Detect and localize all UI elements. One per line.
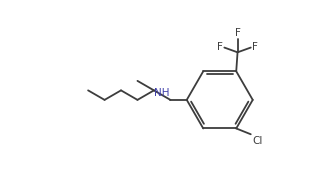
Text: NH: NH	[155, 88, 170, 98]
Text: F: F	[235, 27, 241, 37]
Text: F: F	[252, 42, 258, 52]
Text: Cl: Cl	[252, 136, 262, 146]
Text: F: F	[217, 42, 223, 52]
